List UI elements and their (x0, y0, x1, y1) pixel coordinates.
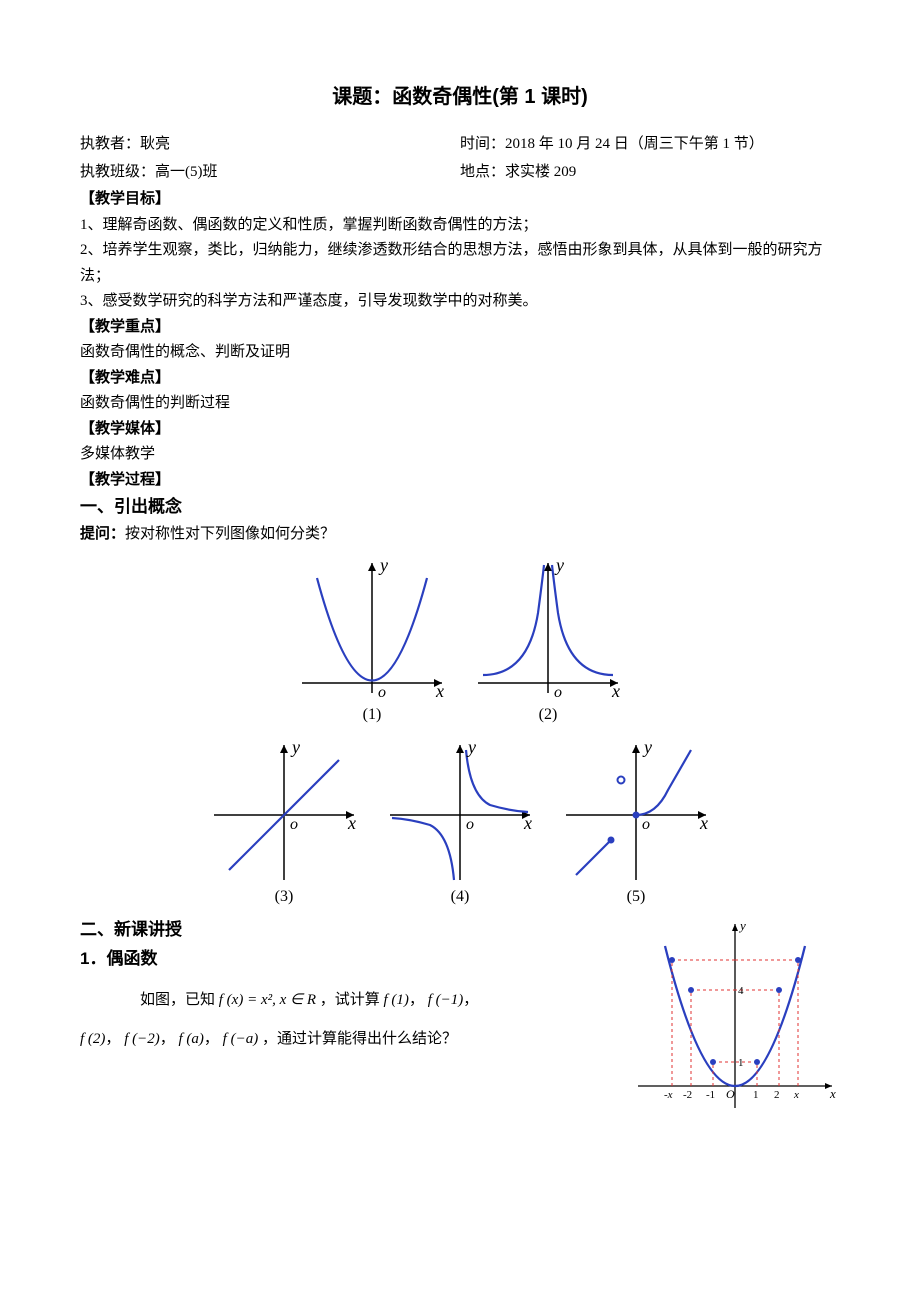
focus-heading: 【教学重点】 (80, 315, 840, 341)
svg-text:o: o (378, 684, 386, 701)
svg-text:y: y (554, 555, 564, 575)
goal-1: 1、理解奇函数、偶函数的定义和性质，掌握判断函数奇偶性的方法； (80, 213, 840, 239)
time: 时间：2018 年 10 月 24 日（周三下午第 1 节） (460, 132, 840, 158)
difficulty-heading: 【教学难点】 (80, 366, 840, 392)
section1-heading: 一、引出概念 (80, 493, 840, 522)
chart-1: y x o (1) (292, 553, 452, 728)
svg-text:y: y (466, 737, 476, 757)
svg-text:o: o (554, 684, 562, 701)
figure-parabola: y x O 1 4 -x -2 -1 1 2 x (630, 916, 840, 1126)
chart-5-num: (5) (556, 883, 716, 910)
math-fa: f (a) (178, 1031, 203, 1047)
chart-2-num: (2) (468, 701, 628, 728)
page-title: 课题：函数奇偶性(第 1 课时) (80, 80, 840, 114)
svg-text:2: 2 (774, 1089, 780, 1101)
media-heading: 【教学媒体】 (80, 417, 840, 443)
chart-4-num: (4) (380, 883, 540, 910)
svg-text:o: o (466, 816, 474, 833)
meta-row-1: 执教者：耿亮 时间：2018 年 10 月 24 日（周三下午第 1 节） (80, 132, 840, 158)
svg-text:1: 1 (753, 1089, 759, 1101)
math-fx: f (x) = x², x ∈ R (219, 992, 316, 1008)
question-text: 按对称性对下列图像如何分类？ (125, 526, 335, 542)
svg-text:y: y (642, 737, 652, 757)
svg-text:x: x (793, 1089, 799, 1101)
svg-text:-1: -1 (706, 1089, 715, 1101)
p2-a: ，通过计算能得出什么结论？ (262, 1031, 457, 1047)
process-heading: 【教学过程】 (80, 468, 840, 494)
teacher: 执教者：耿亮 (80, 132, 460, 158)
svg-text:-x: -x (664, 1089, 673, 1101)
math-fma: f (−a) (223, 1031, 259, 1047)
focus-text: 函数奇偶性的概念、判断及证明 (80, 340, 840, 366)
svg-text:1: 1 (738, 1057, 744, 1069)
difficulty-text: 函数奇偶性的判断过程 (80, 391, 840, 417)
location: 地点：求实楼 209 (460, 160, 840, 186)
section2-sub: 1．偶函数 (80, 945, 630, 974)
chart-3-num: (3) (204, 883, 364, 910)
goal-3: 3、感受数学研究的科学方法和严谨态度，引导发现数学中的对称美。 (80, 289, 840, 315)
chart-3: y x o (3) (204, 735, 364, 910)
p1-a: 如图，已知 (140, 992, 219, 1008)
svg-text:y: y (290, 737, 300, 757)
math-f1: f (1) (384, 992, 409, 1008)
paragraph-2: f (2)， f (−2)， f (a)， f (−a) ，通过计算能得出什么结… (80, 1027, 630, 1053)
svg-text:O: O (726, 1087, 735, 1101)
chart-row-1: y x o (1) y x o (2) (80, 553, 840, 728)
svg-text:x: x (435, 681, 444, 701)
class: 执教班级：高一(5)班 (80, 160, 460, 186)
chart-2: y x o (2) (468, 553, 628, 728)
goals-heading: 【教学目标】 (80, 187, 840, 213)
chart-4: y x o (4) (380, 735, 540, 910)
meta-row-2: 执教班级：高一(5)班 地点：求实楼 209 (80, 160, 840, 186)
chart-5: y x o (5) (556, 735, 716, 910)
paragraph-1: 如图，已知 f (x) = x², x ∈ R ，试计算 f (1)， f (−… (80, 988, 630, 1014)
media-text: 多媒体教学 (80, 442, 840, 468)
svg-text:o: o (642, 816, 650, 833)
goal-2: 2、培养学生观察，类比，归纳能力，继续渗透数形结合的思想方法，感悟由形象到具体，… (80, 238, 840, 289)
math-f2: f (2) (80, 1031, 105, 1047)
svg-text:y: y (738, 918, 746, 933)
svg-text:x: x (611, 681, 620, 701)
svg-text:x: x (347, 813, 356, 833)
p1-b: ，试计算 (320, 992, 384, 1008)
question-line: 提问：按对称性对下列图像如何分类？ (80, 522, 840, 548)
chart-row-2: y x o (3) y x o (4) (80, 735, 840, 910)
svg-text:x: x (829, 1086, 836, 1101)
math-fm2: f (−2) (124, 1031, 160, 1047)
question-label: 提问： (80, 526, 125, 542)
svg-text:-2: -2 (683, 1089, 692, 1101)
section2-heading: 二、新课讲授 (80, 916, 630, 945)
svg-text:x: x (523, 813, 532, 833)
svg-text:x: x (699, 813, 708, 833)
math-fm1: f (−1) (428, 992, 464, 1008)
svg-text:o: o (290, 816, 298, 833)
svg-text:4: 4 (738, 985, 744, 997)
svg-text:y: y (378, 555, 388, 575)
chart-1-num: (1) (292, 701, 452, 728)
